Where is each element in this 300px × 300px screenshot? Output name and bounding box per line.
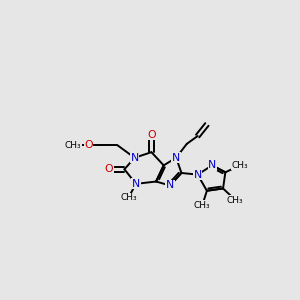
Text: N: N [194, 169, 202, 180]
Text: CH₃: CH₃ [227, 196, 244, 205]
Text: O: O [105, 164, 113, 174]
Text: N: N [208, 160, 216, 170]
Text: O: O [147, 130, 156, 140]
Text: N: N [172, 153, 180, 163]
Text: CH₃: CH₃ [232, 161, 248, 170]
Text: O: O [84, 140, 93, 150]
Text: N: N [130, 153, 139, 163]
Text: N: N [132, 179, 140, 189]
Text: CH₃: CH₃ [64, 141, 81, 150]
Text: CH₃: CH₃ [120, 193, 137, 202]
Text: N: N [166, 181, 174, 190]
Text: CH₃: CH₃ [194, 201, 211, 210]
